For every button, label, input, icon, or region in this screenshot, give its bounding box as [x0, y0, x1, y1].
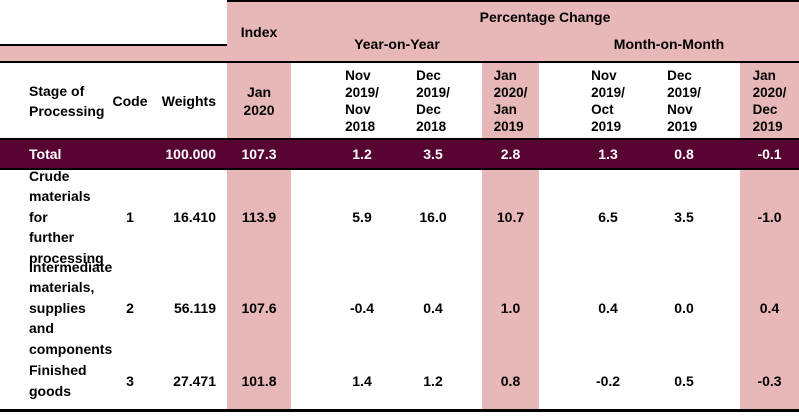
- table-row-crude-materials: Crude materials for further processing 1…: [0, 167, 799, 266]
- cell-value: 1.2: [423, 372, 443, 389]
- month-on-month-label: Month-on-Month: [613, 36, 725, 52]
- percentage-change-label: Percentage Change: [479, 9, 611, 25]
- year-on-year-label: Year-on-Year: [354, 36, 440, 52]
- cell-value: -0.3: [740, 352, 799, 409]
- weights-header: Weights: [161, 92, 216, 109]
- cell-value: 0.4: [740, 264, 799, 352]
- cell-index: 107.6: [227, 264, 291, 352]
- cell-weights: 100.000: [165, 146, 216, 162]
- cell-code: 1: [126, 209, 134, 225]
- stage-label: Crude materials for further processing: [29, 167, 104, 266]
- cell-value: -1.0: [740, 170, 799, 264]
- table-bottom-border: [0, 409, 799, 412]
- cell-value: 1.3: [598, 146, 618, 162]
- cell-value: 3.5: [674, 209, 694, 225]
- header-left-spacer: [0, 0, 227, 61]
- cell-value: 16.0: [419, 209, 447, 225]
- cell-value: 6.5: [598, 209, 618, 225]
- index-group-label: Index: [240, 24, 278, 40]
- cell-index: 113.9: [227, 170, 291, 264]
- cell-value: 0.4: [423, 300, 443, 316]
- cell-value: 0.8: [674, 146, 694, 162]
- table-row-intermediate-materials: Intermediate materials, supplies and com…: [0, 258, 799, 357]
- cell-weights: 27.471: [173, 372, 216, 389]
- stage-of-processing-header: Stage of Processing: [29, 82, 105, 119]
- cell-value: -0.1: [757, 146, 782, 162]
- cell-value: 0.5: [674, 372, 694, 389]
- cell-weights: 16.410: [173, 209, 216, 225]
- cell-code: 3: [126, 372, 134, 389]
- cell-value: -0.4: [349, 300, 375, 316]
- cell-value: 0.0: [674, 300, 694, 316]
- code-header: Code: [112, 92, 148, 109]
- cell-value: 3.5: [423, 146, 443, 162]
- column-headers-row: Stage of Processing Code Weights Jan 202…: [0, 63, 799, 140]
- index-period-header: Jan 2020: [227, 63, 291, 138]
- period-header-yoy-nov: Nov 2019/ Nov 2018: [345, 67, 379, 134]
- table-row-finished-goods: Finished goods 3 27.471 101.8 1.4 1.2 0.…: [0, 352, 799, 409]
- stage-label: Intermediate materials, supplies and com…: [29, 258, 113, 357]
- cell-weights: 56.119: [173, 300, 216, 316]
- cell-value: -0.2: [595, 372, 621, 389]
- header-group-band: Index Percentage Change Year-on-Year Mon…: [0, 0, 799, 63]
- cell-value: 0.4: [598, 300, 618, 316]
- stage-label: Total: [29, 146, 62, 162]
- cell-code: 2: [126, 300, 134, 316]
- cell-value: 1.2: [352, 146, 372, 162]
- cell-code: [108, 140, 152, 168]
- period-header-mom-jan: Jan 2020/ Dec 2019: [740, 63, 799, 138]
- header-pink-band: [227, 0, 799, 61]
- cell-index: 107.3: [241, 146, 277, 162]
- cell-value: 10.7: [482, 170, 539, 264]
- period-header-mom-dec: Dec 2019/ Nov 2019: [667, 67, 701, 134]
- cell-value: 5.9: [352, 209, 372, 225]
- cell-index: 101.8: [227, 352, 291, 409]
- period-header-yoy-dec: Dec 2019/ Dec 2018: [416, 67, 450, 134]
- cell-value: 1.4: [352, 372, 372, 389]
- period-header-mom-nov: Nov 2019/ Oct 2019: [591, 67, 625, 134]
- table-row-total: Total 100.000 107.3 1.2 3.5 2.8 1.3 0.8 …: [0, 140, 799, 170]
- cell-value: 2.8: [500, 146, 521, 162]
- stage-label: Finished goods: [29, 362, 87, 399]
- cell-value: 1.0: [482, 264, 539, 352]
- cell-value: 0.8: [482, 352, 539, 409]
- period-header-yoy-jan: Jan 2020/ Jan 2019: [482, 63, 539, 138]
